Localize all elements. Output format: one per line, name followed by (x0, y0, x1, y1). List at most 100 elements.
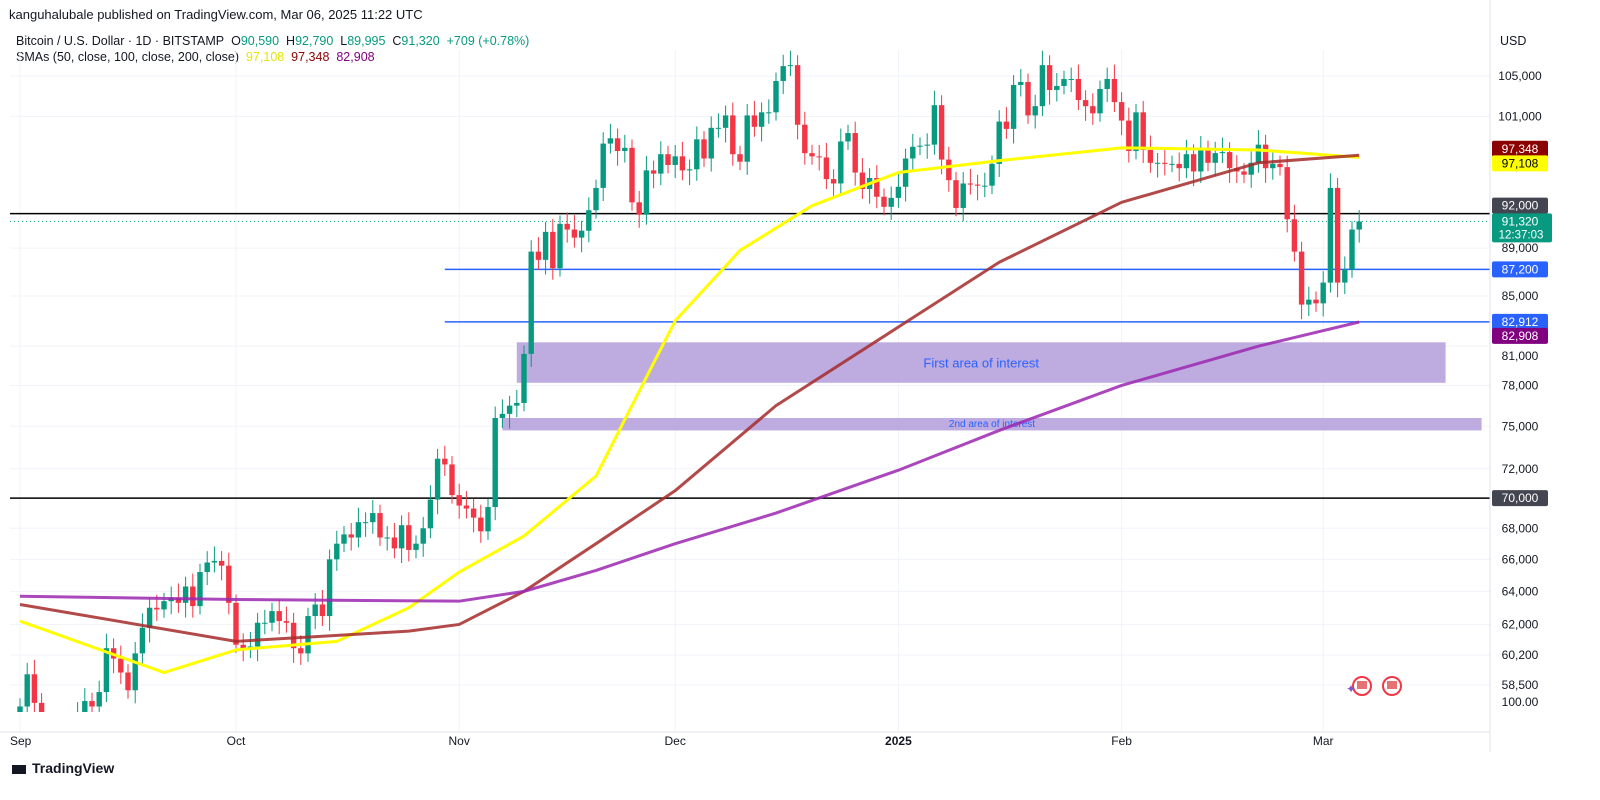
price-tick-label: 60,200 (1502, 648, 1539, 662)
price-tick-label: 105,000 (1498, 69, 1542, 83)
sma-label[interactable]: SMAs (50, close, 100, close, 200, close) (16, 50, 240, 64)
candle (1356, 221, 1362, 230)
candle (478, 517, 484, 532)
candle (456, 495, 462, 506)
level-price-tag-bg (1492, 490, 1548, 507)
candle (89, 701, 95, 707)
sma50-value: 97,108 (245, 50, 285, 64)
candle (787, 65, 794, 67)
candle (960, 183, 966, 208)
candle (643, 170, 650, 215)
flag-stripes (1357, 681, 1367, 689)
candle (953, 180, 959, 208)
candle (305, 616, 311, 654)
candle (1032, 106, 1038, 116)
candle (370, 513, 376, 523)
time-tick-label: Oct (227, 734, 246, 748)
candle (622, 147, 628, 152)
candle (139, 627, 146, 654)
candle (118, 658, 124, 673)
time-tick-label: Dec (665, 734, 686, 748)
high-value: 92,790 (295, 34, 334, 48)
candle (154, 607, 160, 610)
candle (996, 121, 1002, 164)
candle (1327, 187, 1334, 283)
candle (1176, 163, 1182, 169)
candle (1046, 65, 1053, 90)
candle (1298, 251, 1305, 305)
candle (103, 648, 110, 693)
candle (1291, 219, 1298, 252)
candle (283, 621, 290, 623)
candle (463, 505, 470, 509)
candle (384, 537, 390, 539)
sma100-value: 97,348 (291, 50, 330, 64)
level-price-tag: 70,000 (1502, 491, 1539, 505)
candle (24, 674, 30, 707)
candle (715, 127, 722, 129)
candle (1018, 81, 1024, 85)
tradingview-icon (12, 764, 26, 774)
candle (398, 525, 405, 549)
candle (262, 622, 268, 624)
candle (895, 186, 902, 198)
price-tick-label: 66,000 (1502, 552, 1539, 566)
h-label: H (286, 34, 296, 48)
candle (881, 196, 887, 207)
candle (946, 159, 952, 181)
symbol-title[interactable]: Bitcoin / U.S. Dollar · 1D · BITSTAMP (16, 34, 225, 48)
candle (924, 144, 930, 146)
candle (506, 405, 513, 414)
candle (1334, 187, 1341, 283)
candle (1082, 100, 1089, 107)
time-tick-label: Mar (1313, 734, 1334, 748)
candle (658, 154, 664, 174)
area-of-interest-zone (516, 342, 1446, 383)
candle (852, 133, 858, 173)
candle (175, 597, 182, 603)
l-label: L (340, 34, 348, 48)
brand-name: TradingView (32, 760, 115, 776)
candle (38, 702, 45, 712)
candle (1061, 78, 1067, 86)
candle (730, 115, 736, 155)
candle (161, 601, 167, 610)
candle (679, 156, 686, 171)
level-price-tag-bg (1492, 261, 1548, 278)
candle (449, 464, 455, 496)
change-value: +709 (+0.78%) (446, 34, 530, 48)
candle (46, 727, 51, 728)
candle (1118, 102, 1125, 121)
candle (521, 353, 527, 403)
candle (607, 138, 614, 144)
price-tick-label: 78,000 (1502, 378, 1539, 392)
candle (485, 507, 491, 532)
candle (1313, 299, 1319, 304)
candle (1090, 106, 1096, 114)
candle (809, 153, 815, 157)
last-price-tag: 91,320 (1502, 214, 1539, 228)
candle (816, 156, 822, 158)
level-price-tag: 92,000 (1502, 199, 1539, 213)
candle (499, 413, 506, 418)
tradingview-logo[interactable]: TradingView (12, 760, 114, 776)
sma-price-tag: 82,908 (1502, 329, 1539, 343)
candle (564, 223, 570, 230)
sma-line-sma100 (19, 153, 1360, 643)
candle (290, 622, 297, 649)
candle (737, 154, 743, 162)
candle (254, 622, 261, 647)
candle (1205, 148, 1211, 163)
candle (146, 607, 153, 628)
candle (470, 508, 477, 518)
time-tick-label: Sep (10, 734, 32, 748)
candle (982, 185, 988, 187)
area-of-interest-zone (502, 417, 1482, 431)
currency-label[interactable]: USD (1500, 34, 1527, 48)
candle (442, 458, 448, 465)
level-price-tag: 87,200 (1502, 262, 1539, 276)
price-tick-label: 85,000 (1502, 289, 1539, 303)
candle (1255, 144, 1262, 163)
flag-stripes (1387, 681, 1397, 689)
